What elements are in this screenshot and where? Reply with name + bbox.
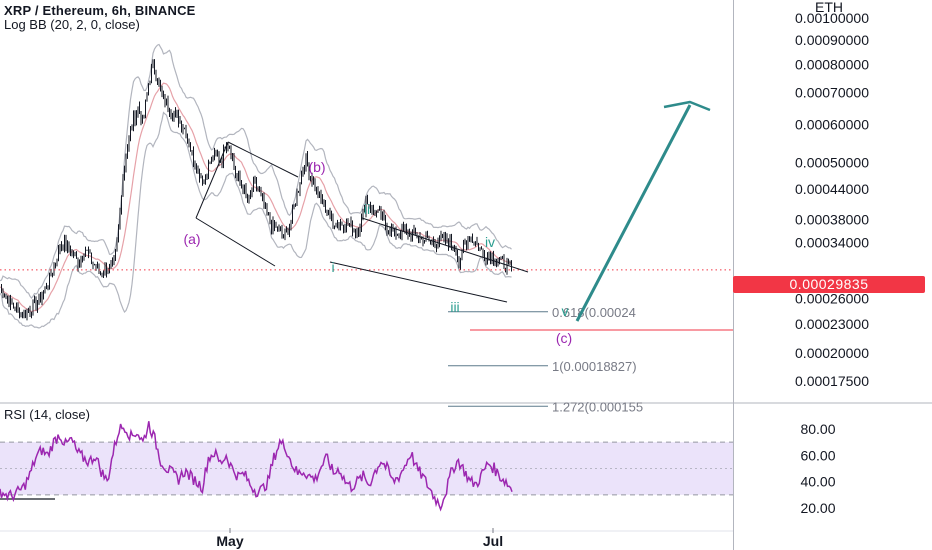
fib-level-label: 1.272(0.000155 — [552, 399, 643, 414]
fib-level-label: 0.618(0.00024 — [552, 305, 636, 320]
time-axis: May Jul — [216, 528, 503, 549]
symbol-title[interactable]: XRP / Ethereum, 6h, BINANCE — [4, 3, 196, 18]
wave-label: (c) — [556, 330, 572, 346]
projection-arrow-line — [575, 104, 692, 322]
price-tick-label: 0.00080000 — [795, 56, 869, 72]
channel-line — [361, 217, 529, 273]
candles — [1, 59, 512, 321]
bb-lower — [0, 111, 512, 329]
rsi-tick-label: 40.00 — [800, 474, 835, 490]
rsi-panel — [0, 421, 733, 512]
price-tick-label: 0.00038000 — [795, 212, 869, 228]
wave-label: ii — [364, 201, 370, 217]
wave-label: i — [331, 259, 334, 275]
price-tick-label: 0.00017500 — [795, 373, 869, 389]
rsi-tick-label: 80.00 — [800, 421, 835, 437]
wave-label: (a) — [183, 231, 200, 247]
projection-arrow-head — [663, 100, 711, 112]
wave-label: iii — [450, 299, 459, 315]
bb-indicator-label[interactable]: Log BB (20, 2, 0, close) — [4, 17, 140, 32]
time-tick-label: Jul — [483, 533, 503, 549]
price-axis: 0.00100000 0.00090000 0.00080000 0.00070000… — [795, 0, 869, 516]
fib-level-label: 1(0.00018827) — [552, 359, 637, 374]
current-price-tag: 0.00029835 — [733, 276, 925, 293]
channel-line — [227, 141, 299, 178]
bb-basis — [0, 82, 512, 313]
price-tick-label: 0.00060000 — [795, 116, 869, 132]
price-tick-label: 0.00026000 — [795, 291, 869, 307]
price-tick-label: 0.00090000 — [795, 32, 869, 48]
price-tick-label: 0.00050000 — [795, 154, 869, 170]
wave-label: iv — [485, 234, 495, 250]
channel-line — [195, 141, 229, 219]
rsi-tick-label: 20.00 — [800, 500, 835, 516]
price-tick-label: 0.00023000 — [795, 316, 869, 332]
price-tick-label: 0.00020000 — [795, 345, 869, 361]
price-tick-label: 0.00070000 — [795, 84, 869, 100]
price-tick-label: 0.00034000 — [795, 235, 869, 251]
currency-label: ETH — [815, 0, 843, 15]
rsi-tick-label: 60.00 — [800, 447, 835, 463]
price-tick-label: 0.00044000 — [795, 181, 869, 197]
bb-upper — [0, 43, 512, 300]
channel-line — [329, 261, 508, 303]
price-tick-label: 0.00100000 — [795, 10, 869, 26]
rsi-line — [0, 421, 513, 512]
wave-label: v — [562, 303, 569, 319]
rsi-indicator-label[interactable]: RSI (14, close) — [4, 407, 90, 422]
channel-line — [195, 217, 276, 267]
wave-label: (b) — [308, 159, 325, 175]
drawings: 0.618(0.00024 1(0.00018827) 1.272(0.000155… — [0, 100, 733, 414]
time-tick-label: May — [216, 533, 243, 549]
